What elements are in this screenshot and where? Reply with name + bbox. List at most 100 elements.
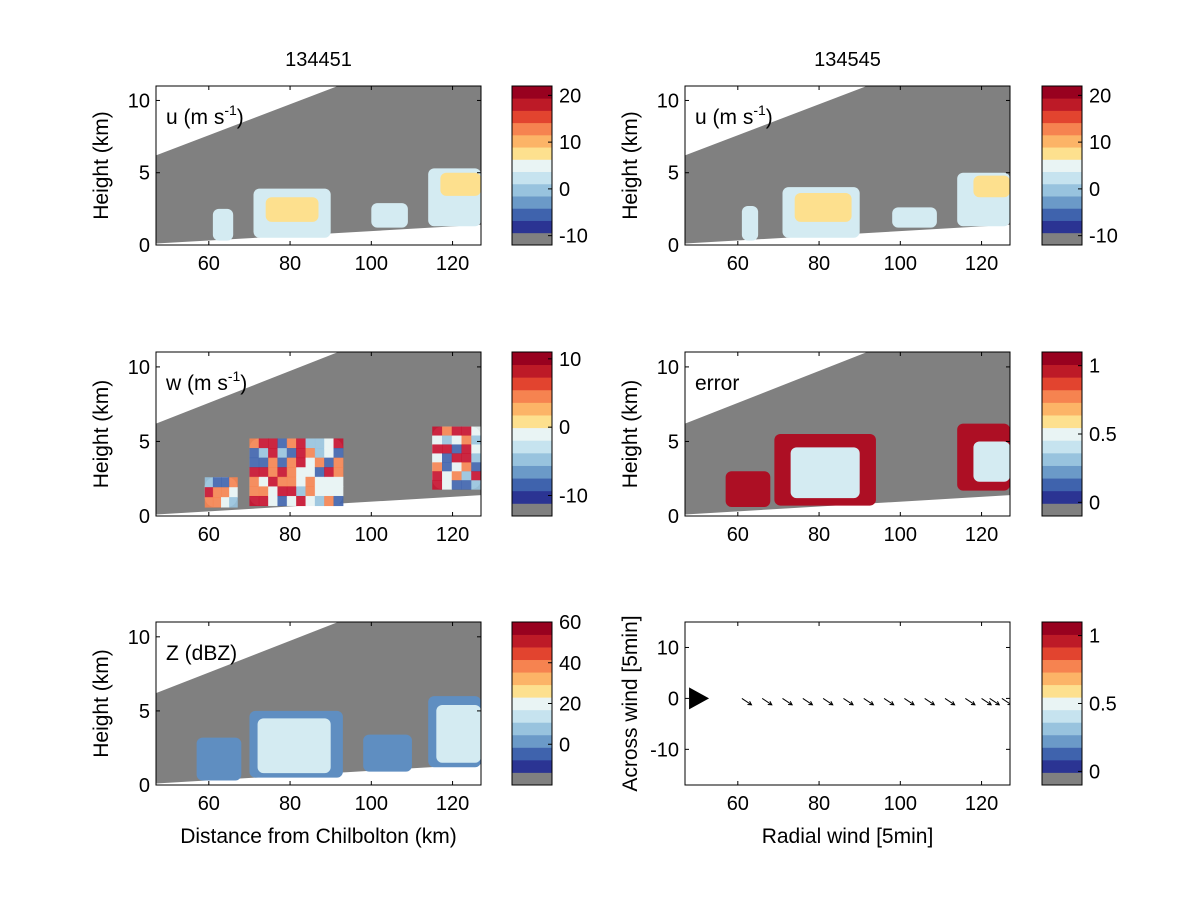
x-tick-label: 80 (808, 524, 830, 546)
data-cell (249, 457, 260, 468)
beam-region (156, 352, 481, 515)
colorbar-tick-label: 0 (1089, 492, 1100, 514)
data-cell (314, 467, 325, 478)
data-cell (324, 457, 335, 468)
colorbar-segment (512, 389, 552, 403)
colorbar-segment (1042, 377, 1082, 391)
data-cell (725, 471, 771, 508)
colorbar-segment (512, 452, 552, 466)
data-cell (296, 457, 306, 468)
colorbar-segment (1042, 122, 1082, 136)
colorbar-segment (512, 722, 552, 736)
data-cell (305, 495, 316, 507)
y-tick-label: 0 (668, 688, 679, 710)
y-axis-label: Height (km) (619, 380, 642, 489)
colorbar-segment (1042, 220, 1082, 234)
data-cell (268, 467, 278, 478)
colorbar-segment (1042, 134, 1082, 148)
data-cell (296, 467, 306, 478)
y-tick-label: 10 (128, 627, 150, 649)
wind-arrow (843, 697, 854, 706)
data-cell (333, 467, 344, 478)
data-cell (277, 457, 288, 468)
plot-area (685, 86, 1010, 245)
data-cell (363, 734, 412, 772)
data-cell (440, 172, 481, 196)
data-cell (249, 486, 260, 497)
colorbar: -10 0 10 (511, 349, 588, 517)
data-cell (461, 444, 472, 454)
beam-region (685, 86, 1010, 244)
data-cell (451, 453, 462, 463)
data-cell (221, 477, 230, 488)
colorbar-segment (1042, 465, 1082, 479)
data-cell (314, 486, 325, 497)
x-tick-label: 60 (198, 793, 220, 815)
colorbar-segment (1042, 208, 1082, 221)
panel-w: 60 80 100 120 0 5 10 w (m s-1) Height (km) -10 0 10 (90, 349, 588, 546)
data-cell (471, 426, 481, 436)
data-cell (268, 438, 278, 449)
colorbar-frame (511, 85, 553, 246)
colorbar-segment (1042, 415, 1082, 429)
wind-arrow-head (909, 701, 915, 706)
axes-frame (155, 351, 482, 517)
data-cell (265, 197, 319, 222)
data-cell (212, 477, 222, 488)
colorbar-segment (1042, 196, 1082, 209)
data-cell (436, 704, 481, 763)
data-cell (258, 457, 269, 468)
colorbar-segment (1042, 98, 1082, 111)
colorbar: 00.51 (1041, 351, 1117, 517)
data-cell (333, 476, 344, 487)
data-cell (461, 462, 472, 472)
data-cell (258, 448, 269, 459)
wind-arrow-head (828, 701, 834, 706)
wind-arrow (981, 697, 992, 706)
colorbar-segment (512, 659, 552, 673)
colorbar-segment (512, 622, 552, 635)
colorbar-segment (1042, 659, 1082, 673)
data-cell (258, 476, 269, 487)
data-cell (324, 495, 335, 507)
data-cell (892, 207, 937, 228)
data-cell (314, 438, 325, 449)
colorbar-segment (512, 98, 552, 111)
colorbar-segment (1042, 389, 1082, 403)
data-cell (258, 495, 269, 507)
colorbar-frame (511, 351, 553, 517)
data-cell (333, 495, 344, 507)
data-cell (461, 453, 472, 463)
colorbar-segment (1042, 159, 1082, 173)
data-cell (277, 438, 288, 449)
y-axis-label: Height (km) (90, 380, 113, 489)
origin-marker (689, 687, 710, 710)
x-tick-label: 120 (965, 253, 998, 275)
colorbar-segment (512, 208, 552, 221)
colorbar: 00.51 (1041, 621, 1117, 786)
colorbar-tick-label: -10 (1089, 226, 1118, 248)
colorbar-frame (1041, 85, 1083, 246)
axes-background (685, 622, 1010, 785)
colorbar-segment (1042, 734, 1082, 748)
x-tick-label: 120 (436, 253, 469, 275)
colorbar-segment (512, 734, 552, 748)
data-cell (268, 448, 278, 459)
wind-arrow (822, 697, 834, 706)
colorbar-tick-label: 40 (559, 653, 581, 675)
colorbar-segment (1042, 352, 1082, 366)
data-cell (296, 476, 306, 487)
data-cell (268, 457, 278, 468)
data-cell (442, 435, 453, 445)
data-cell (471, 480, 481, 490)
colorbar-tick-label: 10 (1089, 132, 1111, 154)
panel-z: 60 80 100 120 0 5 10 Z (dBZ) Height (km) Distance… (90, 612, 581, 848)
colorbar-tick-label: -10 (559, 226, 588, 248)
colorbar-segment (1042, 147, 1082, 160)
data-cell (249, 467, 260, 478)
y-tick-label: 0 (139, 775, 150, 797)
colorbar-segment (512, 196, 552, 209)
data-cell (286, 438, 297, 449)
